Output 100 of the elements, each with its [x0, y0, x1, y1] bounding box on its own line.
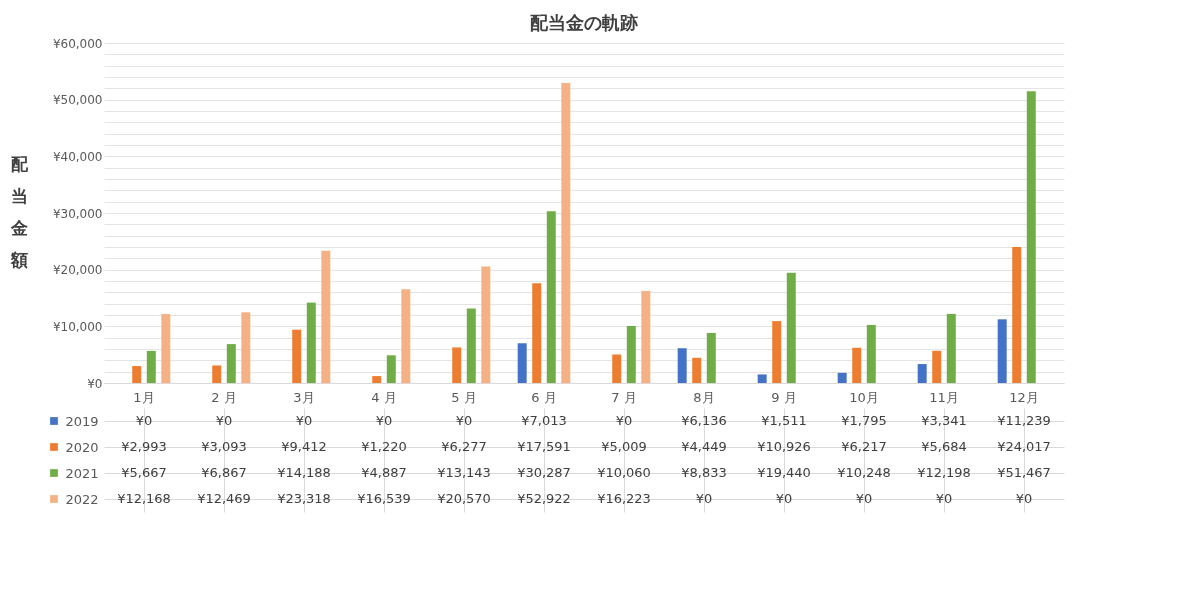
bar: [772, 321, 782, 383]
data-label: ¥4,887: [361, 465, 407, 480]
data-label: ¥0: [775, 491, 793, 506]
x-tick-label: 4 月: [371, 389, 397, 405]
x-tick-label: 1月: [133, 389, 155, 405]
bar: [146, 350, 156, 383]
x-tick-label: 10月: [849, 389, 879, 405]
data-label: ¥5,667: [121, 465, 167, 480]
data-label: ¥8,833: [681, 465, 727, 480]
bar: [466, 308, 476, 383]
bar: [917, 364, 927, 383]
data-label: ¥0: [215, 413, 233, 428]
chart-title: 配当金の軌跡: [530, 12, 638, 33]
bar: [641, 291, 651, 383]
y-axis-title: 配当金額: [9, 154, 29, 270]
bar: [546, 211, 556, 383]
bar: [401, 289, 411, 383]
data-label: ¥6,277: [441, 439, 487, 454]
bar: [1026, 91, 1036, 383]
x-tick-label: 7 月: [611, 389, 637, 405]
data-label: ¥9,412: [281, 439, 327, 454]
bar: [786, 272, 796, 383]
x-tick-label: 2 月: [211, 389, 237, 405]
data-label: ¥19,440: [757, 465, 811, 480]
data-label: ¥0: [615, 413, 633, 428]
x-tick-label: 11月: [929, 389, 959, 405]
bar: [241, 312, 251, 383]
bar: [452, 347, 462, 383]
bar: [561, 83, 571, 383]
data-label: ¥16,223: [597, 491, 651, 506]
data-label: ¥1,511: [761, 413, 807, 428]
data-label: ¥5,684: [921, 439, 967, 454]
data-label: ¥10,926: [757, 439, 811, 454]
x-tick-label: 12月: [1009, 389, 1039, 405]
data-label: ¥51,467: [997, 465, 1051, 480]
data-label: ¥0: [1015, 491, 1033, 506]
bar: [626, 325, 636, 383]
x-tick-label: 9 月: [771, 389, 797, 405]
bar: [292, 329, 302, 383]
data-label: ¥3,341: [921, 413, 967, 428]
y-tick-label: ¥60,000: [52, 36, 103, 51]
bar: [212, 365, 222, 383]
data-label: ¥12,198: [917, 465, 971, 480]
bar: [866, 324, 876, 383]
data-label: ¥12,469: [197, 491, 251, 506]
bar: [517, 343, 527, 383]
data-label: ¥0: [935, 491, 953, 506]
bar: [532, 283, 542, 383]
data-label: ¥14,188: [277, 465, 331, 480]
data-label: ¥30,287: [517, 465, 571, 480]
data-label: ¥11,239: [997, 413, 1051, 428]
bar: [757, 374, 767, 383]
y-tick-label: ¥50,000: [52, 93, 103, 108]
y-tick-label: ¥40,000: [52, 149, 103, 164]
legend-label: 2020: [65, 439, 99, 455]
data-label: ¥2,993: [121, 439, 167, 454]
y-tick-label: ¥10,000: [52, 319, 103, 334]
data-label: ¥20,570: [437, 491, 491, 506]
bar: [677, 348, 687, 383]
bar: [837, 372, 847, 383]
bar: [132, 366, 142, 383]
data-label: ¥1,220: [361, 439, 407, 454]
data-label: ¥5,009: [601, 439, 647, 454]
data-label: ¥6,136: [681, 413, 727, 428]
y-tick-label: ¥20,000: [52, 263, 103, 278]
legend-label: 2021: [65, 465, 99, 481]
legend-label: 2022: [65, 491, 99, 507]
legend-label: 2019: [65, 413, 99, 429]
bar: [706, 332, 716, 383]
bar: [852, 347, 862, 383]
data-label: ¥1,795: [841, 413, 887, 428]
data-label: ¥52,922: [517, 491, 571, 506]
data-label: ¥6,867: [201, 465, 247, 480]
data-label: ¥12,168: [117, 491, 171, 506]
data-label: ¥0: [295, 413, 313, 428]
x-tick-label: 8月: [693, 389, 715, 405]
data-label: ¥7,013: [521, 413, 567, 428]
data-label: ¥0: [455, 413, 473, 428]
bar: [946, 313, 956, 383]
bar: [321, 250, 331, 383]
bar: [372, 376, 382, 383]
bar: [1012, 246, 1022, 383]
data-label: ¥0: [855, 491, 873, 506]
bar: [692, 357, 702, 383]
bar: [161, 314, 171, 383]
data-label: ¥10,248: [837, 465, 891, 480]
data-label: ¥16,539: [357, 491, 411, 506]
bar: [306, 302, 316, 383]
y-tick-label: ¥30,000: [52, 206, 103, 221]
data-label: ¥24,017: [997, 439, 1051, 454]
data-label: ¥10,060: [597, 465, 651, 480]
bar: [386, 355, 396, 383]
data-label: ¥4,449: [681, 439, 727, 454]
data-label: ¥23,318: [277, 491, 331, 506]
bar: [932, 350, 942, 383]
x-tick-label: 6 月: [531, 389, 557, 405]
bar: [226, 344, 236, 383]
x-tick-label: 3月: [293, 389, 315, 405]
data-label: ¥0: [695, 491, 713, 506]
y-tick-label: ¥0: [87, 376, 103, 391]
